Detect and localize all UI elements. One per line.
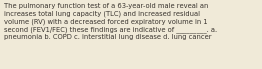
Text: The pulmonary function test of a 63-year-old male reveal an
increases total lung: The pulmonary function test of a 63-year… <box>4 3 217 40</box>
